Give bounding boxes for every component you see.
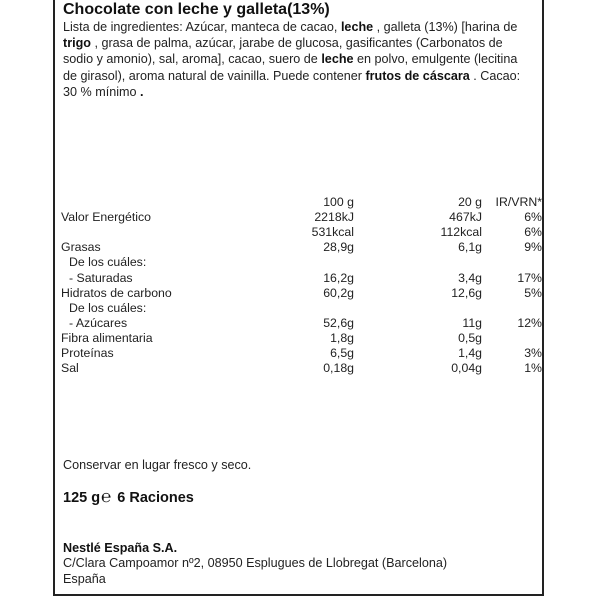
- nutrition-header-row: 100 g 20 g IR/VRN*: [61, 195, 542, 210]
- nutrition-row: De los cuáles:: [61, 255, 542, 270]
- ingredient-text: Lista de ingredientes: Azúcar, manteca d…: [63, 20, 341, 34]
- ingredient-text: , galleta (13%) [harina de: [373, 20, 518, 34]
- value-per-100g: 60,2g: [323, 285, 354, 300]
- allergen-highlight: leche: [340, 20, 374, 34]
- value-per-100g: 0,18g: [323, 361, 354, 376]
- header-label: [61, 195, 269, 210]
- nutrient-name: - Saturadas: [69, 270, 133, 285]
- ingredient-text: , grasa de palma, azúcar, jarabe de gluc…: [63, 36, 503, 67]
- value-per-20g: 112kcal: [440, 225, 482, 240]
- value-per-100g: 2218kJ: [314, 210, 354, 225]
- nutrition-row: Hidratos de carbono 60,2g 12,6g 5%: [61, 286, 542, 301]
- ir-vrn-percent: [482, 301, 542, 316]
- value-per-100g: [269, 255, 354, 270]
- nutrition-row: Valor Energético 2218kJ 467kJ 6%: [61, 210, 542, 225]
- value-per-20g: 3,4g: [458, 270, 482, 285]
- nutrient-name: - Azúcares: [69, 315, 128, 330]
- value-per-100g: [269, 301, 354, 316]
- ingredient-text: . Cacao: 30 % mínimo: [63, 68, 521, 99]
- ir-vrn-percent: 6%: [524, 225, 542, 240]
- ir-vrn-percent: [482, 331, 542, 346]
- allergen-highlight: leche: [321, 52, 354, 67]
- ingredients-list: Lista de ingredientes: Azúcar, manteca d…: [63, 19, 533, 100]
- value-per-20g: [354, 255, 482, 270]
- value-per-100g: 16,2g: [323, 270, 354, 285]
- value-per-20g: 0,5g: [458, 330, 482, 345]
- value-per-20g: 12,6g: [451, 285, 482, 300]
- company-address-block: C/Clara Campoamor nº2, 08950 Esplugues d…: [63, 556, 447, 587]
- allergen-highlight: frutos de cáscara: [365, 68, 470, 83]
- value-per-100g: 1,8g: [330, 330, 354, 345]
- net-weight: 125 g: [63, 490, 101, 506]
- nutrition-row: - Azúcares 52,6g 11g 12%: [61, 316, 542, 331]
- nutrition-row: Proteínas 6,5g 1,4g 3%: [61, 346, 542, 361]
- ir-vrn-percent: 17%: [517, 270, 542, 285]
- nutrient-name: Grasas: [61, 240, 101, 255]
- nutrient-name: Sal: [61, 361, 79, 376]
- company-name: Nestlé España S.A.: [63, 541, 178, 555]
- nutrition-row: Grasas 28,9g 6,1g 9%: [61, 240, 542, 255]
- nutrient-name: Hidratos de carbono: [61, 285, 172, 300]
- value-per-100g: 28,9g: [323, 240, 354, 255]
- nutrient-name: Valor Energético: [61, 210, 151, 225]
- ir-vrn-percent: 1%: [524, 361, 542, 376]
- ir-vrn-percent: 3%: [524, 345, 542, 360]
- nutrient-name: De los cuáles:: [69, 255, 147, 270]
- nutrition-row: 531kcal 112kcal 6%: [61, 225, 542, 240]
- header-ir-vrn: IR/VRN*: [495, 195, 542, 210]
- company-country: España: [63, 571, 106, 586]
- allergen-highlight: trigo: [63, 36, 91, 51]
- ir-vrn-percent: 6%: [524, 210, 542, 225]
- header-per-20g: 20 g: [458, 195, 482, 210]
- value-per-20g: 6,1g: [458, 240, 482, 255]
- nutrition-row: - Saturadas 16,2g 3,4g 17%: [61, 270, 542, 285]
- value-per-20g: 1,4g: [458, 345, 482, 360]
- value-per-20g: 0,04g: [451, 361, 482, 376]
- nutrient-name: Fibra alimentaria: [61, 330, 153, 345]
- servings: 6 Raciones: [117, 490, 194, 506]
- label-frame: [53, 0, 544, 596]
- ir-vrn-percent: 9%: [524, 240, 542, 255]
- nutrition-row: Fibra alimentaria 1,8g 0,5g: [61, 331, 542, 346]
- value-per-100g: 531kcal: [311, 225, 354, 240]
- ir-vrn-percent: 12%: [517, 315, 542, 330]
- ir-vrn-percent: [482, 255, 542, 270]
- value-per-100g: 6,5g: [330, 345, 354, 360]
- nutrition-table: 100 g 20 g IR/VRN* Valor Energético 2218k…: [61, 195, 542, 376]
- nutrient-name: De los cuáles:: [69, 300, 147, 315]
- nutrient-name: Proteínas: [61, 345, 114, 360]
- value-per-100g: 52,6g: [323, 315, 354, 330]
- company-address: C/Clara Campoamor nº2, 08950 Esplugues d…: [63, 556, 448, 570]
- header-per-100g: 100 g: [323, 195, 354, 210]
- net-quantity: 125 g℮ 6 Raciones: [63, 487, 194, 507]
- ir-vrn-percent: 5%: [524, 285, 542, 300]
- nutrition-row: Sal 0,18g 0,04g 1%: [61, 361, 542, 376]
- nutrition-row: De los cuáles:: [61, 301, 542, 316]
- ingredient-text: en polvo, emulgente (lecitina de girasol…: [63, 52, 518, 83]
- allergen-highlight: .: [140, 84, 144, 99]
- value-per-20g: 11g: [462, 315, 482, 330]
- value-per-20g: 467kJ: [449, 210, 482, 225]
- product-title: Chocolate con leche y galleta(13%): [63, 1, 330, 18]
- estimated-sign-icon: ℮: [101, 487, 112, 506]
- value-per-20g: [354, 301, 482, 316]
- storage-instructions: Conservar en lugar fresco y seco.: [63, 458, 252, 472]
- nutrient-name: [61, 225, 269, 240]
